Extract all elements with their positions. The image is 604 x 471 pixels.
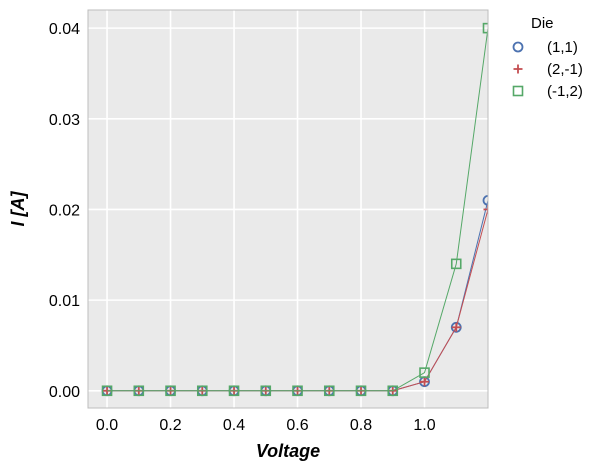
y-tick-label: 0.00 xyxy=(49,384,80,401)
data-point xyxy=(101,385,113,397)
data-point xyxy=(419,367,430,378)
data-point xyxy=(483,204,488,214)
legend-label: (1,1) xyxy=(547,39,578,56)
legend-title: Die xyxy=(531,15,554,32)
data-point xyxy=(482,194,488,206)
data-point xyxy=(323,385,335,397)
x-tick-label: 0.4 xyxy=(223,417,245,434)
legend-marker xyxy=(512,85,524,97)
data-point xyxy=(292,385,303,397)
y-axis-label: I [A] xyxy=(8,191,28,227)
y-tick-label: 0.01 xyxy=(49,293,80,310)
legend-marker xyxy=(513,64,523,74)
data-point xyxy=(228,385,240,397)
data-point xyxy=(260,385,272,397)
plot-frame xyxy=(87,9,489,409)
x-tick-label: 1.0 xyxy=(413,417,435,434)
legend-label: (-1,2) xyxy=(547,83,583,100)
y-tick-label: 0.04 xyxy=(49,21,80,38)
legend-marker xyxy=(512,41,524,53)
legend: Die (1,1) (2,-1) (-1,2) xyxy=(512,15,583,100)
x-axis-label: Voltage xyxy=(256,441,320,461)
x-tick-label: 0.0 xyxy=(96,417,118,434)
y-tick-label: 0.02 xyxy=(49,202,80,219)
y-tick-label: 0.03 xyxy=(49,112,80,129)
data-point xyxy=(133,385,145,397)
grid xyxy=(88,10,488,408)
data-point xyxy=(451,322,461,332)
data-point xyxy=(196,385,208,397)
data-point xyxy=(387,385,399,397)
data-point xyxy=(482,22,488,34)
x-tick-label: 0.8 xyxy=(350,417,372,434)
series-square xyxy=(101,22,488,397)
series-layer xyxy=(101,22,488,397)
y-tick-labels: 0.00 0.01 0.02 0.03 0.04 xyxy=(49,21,80,401)
series-line xyxy=(107,28,488,392)
x-tick-label: 0.6 xyxy=(286,417,308,434)
legend-label: (2,-1) xyxy=(547,61,583,78)
x-tick-label: 0.2 xyxy=(159,417,181,434)
data-point xyxy=(420,377,430,387)
data-point xyxy=(355,385,367,397)
data-point xyxy=(450,258,462,270)
data-point xyxy=(165,385,176,397)
x-tick-labels: 0.0 0.2 0.4 0.6 0.8 1.0 xyxy=(96,417,436,434)
